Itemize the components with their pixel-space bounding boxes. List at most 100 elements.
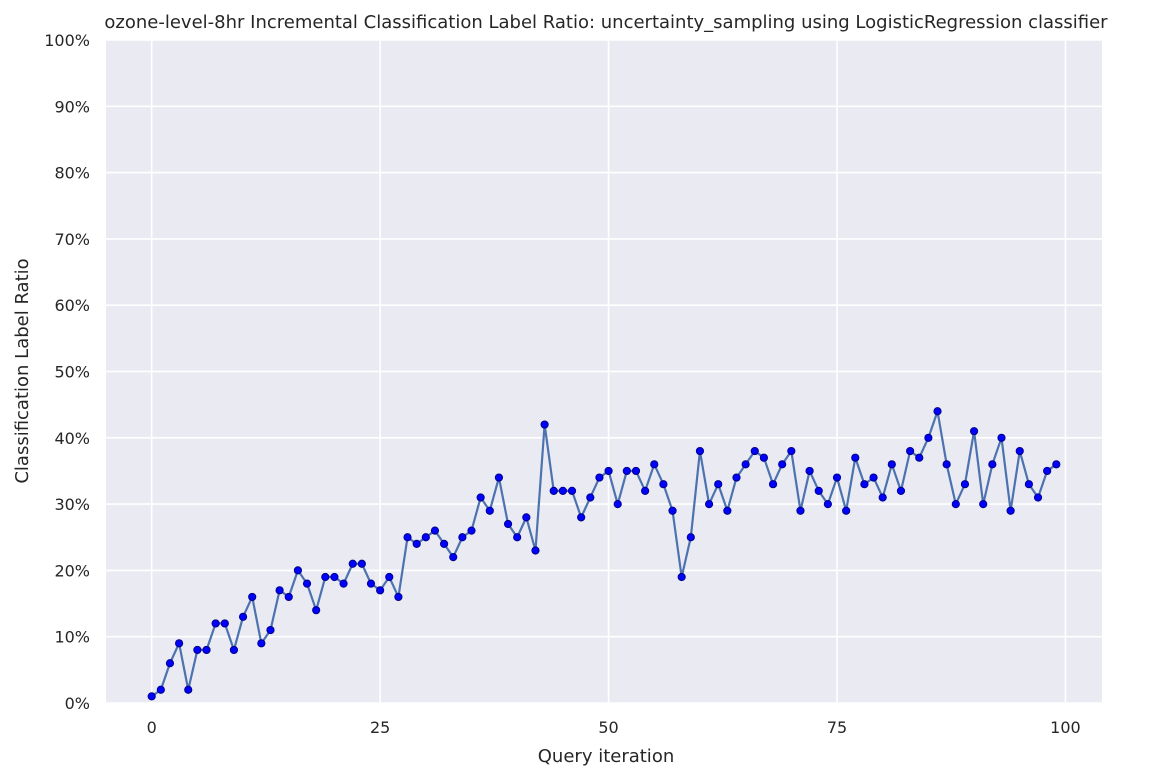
- data-point: [969, 427, 979, 436]
- data-point: [723, 506, 732, 515]
- data-point: [586, 493, 595, 502]
- y-tick-label: 30%: [54, 495, 90, 514]
- data-point: [750, 446, 759, 456]
- data-point: [421, 533, 430, 542]
- data-point: [439, 539, 449, 548]
- data-point: [293, 566, 302, 575]
- x-tick-label: 50: [598, 718, 618, 737]
- data-point: [494, 473, 504, 482]
- data-point: [1015, 446, 1024, 456]
- data-point: [147, 692, 156, 701]
- data-point: [650, 460, 659, 469]
- data-point: [631, 466, 641, 476]
- data-point: [476, 493, 485, 502]
- data-point: [385, 572, 394, 582]
- data-point: [376, 586, 385, 595]
- data-point: [851, 453, 860, 462]
- data-point: [659, 480, 668, 489]
- data-point: [942, 460, 951, 469]
- data-point: [284, 592, 293, 602]
- data-point: [175, 639, 184, 648]
- y-tick-label: 90%: [54, 97, 90, 116]
- data-point: [997, 433, 1006, 442]
- data-point: [531, 546, 540, 555]
- data-point: [211, 619, 220, 628]
- data-point: [668, 506, 677, 515]
- data-point: [896, 486, 906, 495]
- data-point: [1043, 466, 1052, 476]
- data-point: [412, 539, 421, 548]
- data-point: [1052, 460, 1061, 469]
- data-point: [540, 420, 549, 429]
- data-point: [869, 473, 878, 482]
- data-point: [184, 685, 193, 694]
- y-tick-label: 100%: [44, 31, 90, 50]
- y-tick-labels: 0% 10% 20% 30% 40% 50% 60% 70% 80% 90% 100%: [44, 31, 90, 713]
- data-point: [805, 466, 814, 476]
- data-point: [686, 533, 695, 542]
- data-point: [924, 433, 933, 442]
- data-point: [832, 473, 842, 482]
- data-point: [979, 500, 988, 509]
- y-tick-label: 70%: [54, 230, 90, 249]
- data-point: [339, 579, 348, 588]
- data-point: [165, 659, 175, 668]
- x-tick-label: 75: [827, 718, 847, 737]
- data-point: [860, 480, 869, 489]
- data-point: [549, 486, 558, 495]
- data-point: [842, 506, 851, 515]
- x-tick-labels: 0 25 50 75 100: [147, 718, 1081, 737]
- data-point: [960, 480, 970, 489]
- data-point: [312, 606, 321, 615]
- data-point: [887, 460, 896, 469]
- data-point: [193, 645, 202, 655]
- data-point: [906, 446, 915, 456]
- y-tick-label: 0%: [65, 694, 90, 713]
- data-point: [321, 572, 330, 582]
- data-point: [933, 407, 942, 416]
- data-point: [814, 486, 823, 495]
- data-points: [147, 407, 1061, 701]
- x-tick-label: 100: [1050, 718, 1081, 737]
- data-point: [458, 533, 467, 542]
- data-point: [330, 572, 339, 582]
- data-point: [1024, 480, 1034, 489]
- data-point: [248, 592, 257, 602]
- x-tick-label: 25: [370, 718, 390, 737]
- data-point: [915, 453, 924, 462]
- chart-title: ozone-level-8hr Incremental Classificati…: [104, 12, 1108, 33]
- data-point: [704, 500, 714, 509]
- data-point: [768, 480, 778, 489]
- data-point: [732, 473, 741, 482]
- data-point: [302, 579, 312, 588]
- data-point: [366, 579, 376, 588]
- data-point: [202, 645, 211, 655]
- data-point: [220, 619, 229, 628]
- data-point: [467, 526, 476, 535]
- data-point: [1006, 506, 1015, 515]
- data-point: [677, 572, 686, 582]
- data-point: [403, 533, 412, 542]
- data-point: [823, 500, 832, 509]
- data-point: [567, 486, 577, 495]
- data-point: [695, 446, 705, 456]
- data-point: [238, 612, 248, 621]
- data-point: [513, 533, 522, 542]
- y-tick-label: 50%: [54, 363, 90, 382]
- data-point: [787, 446, 796, 456]
- data-point: [275, 586, 284, 595]
- data-point: [641, 486, 650, 495]
- data-point: [156, 685, 165, 694]
- data-point: [714, 480, 723, 489]
- y-tick-label: 10%: [54, 628, 90, 647]
- x-tick-label: 0: [147, 718, 157, 737]
- data-point: [503, 519, 513, 529]
- data-point: [229, 645, 239, 655]
- y-tick-label: 40%: [54, 429, 90, 448]
- series-line: [151, 410, 1057, 698]
- data-point: [622, 466, 631, 476]
- y-tick-label: 60%: [54, 296, 90, 315]
- data-point: [604, 466, 613, 476]
- data-point: [741, 460, 750, 469]
